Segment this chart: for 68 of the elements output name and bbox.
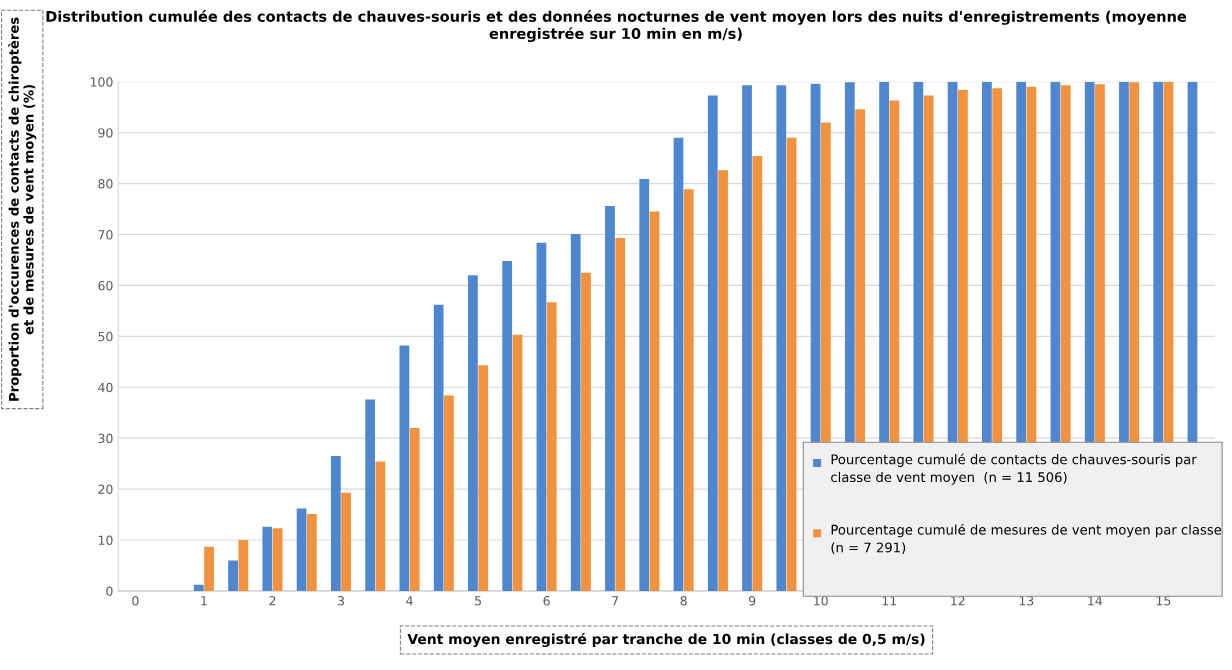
bar [272, 528, 283, 591]
bar [536, 242, 547, 591]
bar [399, 345, 410, 591]
x-tick-label: 9 [748, 596, 756, 606]
bar [468, 275, 478, 591]
bar [502, 260, 513, 591]
bar [204, 546, 214, 591]
y-axis-title: Proportion d'occurences de contacts de chiroptères et de mesures de vent moyen (%) [8, 17, 37, 401]
y-tick-label: 80 [98, 179, 113, 189]
bar [193, 584, 204, 591]
x-tick-label: 8 [680, 596, 687, 606]
bar [776, 85, 787, 591]
y-tick-label: 50 [98, 331, 113, 342]
bar [433, 304, 444, 591]
x-tick-label: 6 [543, 596, 550, 606]
y-tick-label: 10 [98, 535, 113, 545]
y-tick-label: 90 [98, 128, 113, 138]
bar [546, 302, 557, 591]
y-tick-label: 40 [98, 382, 113, 393]
bar [683, 189, 694, 591]
bar [605, 205, 615, 591]
x-tick-label: 3 [337, 596, 344, 606]
x-tick-label: 1 [201, 596, 207, 606]
bar [365, 399, 375, 591]
x-tick-label: 11 [882, 596, 897, 606]
bar [786, 137, 797, 591]
y-tick-label: 100 [90, 77, 113, 87]
x-tick-label: 13 [1019, 596, 1034, 606]
y-tick-label: 60 [98, 280, 113, 291]
bar [375, 461, 386, 591]
bar [409, 428, 420, 591]
x-tick-label: 15 [1156, 596, 1171, 606]
bar [228, 560, 238, 591]
bar [649, 211, 660, 591]
x-tick-label: 0 [132, 596, 139, 606]
bar [742, 85, 752, 591]
bar [330, 456, 341, 591]
bar [238, 540, 249, 591]
x-tick-label: 14 [1088, 596, 1103, 606]
bar [306, 514, 317, 591]
bar [707, 95, 718, 591]
bar [581, 272, 591, 591]
x-tick-label: 10 [814, 596, 828, 606]
bar [512, 334, 523, 591]
bar [262, 526, 273, 591]
x-tick-label: 5 [475, 596, 481, 606]
bar [444, 395, 454, 591]
legend-label: Pourcentage cumulé de mesures de vent moyen par classe (n = 7 291) [831, 523, 1222, 555]
bar [673, 137, 684, 591]
y-tick-label: 70 [98, 229, 113, 240]
x-tick-label: 2 [269, 596, 276, 606]
x-tick-label: 7 [612, 596, 619, 606]
bar [296, 508, 307, 591]
bar [570, 233, 581, 591]
y-tick-label: 0 [106, 586, 113, 596]
bar [718, 170, 728, 591]
chart-title: Distribution cumulée des contacts de chauves-souris et des données nocturnes de vent moyen lors des nuits d'enregistrements (moyenne enregistrée sur 10 min en m/s) [46, 10, 1187, 43]
x-tick-label: 4 [406, 596, 413, 606]
x-tick-label: 12 [951, 596, 965, 606]
bar [615, 238, 626, 591]
y-tick-label: 30 [98, 433, 113, 444]
legend-label: Pourcentage cumulé de contacts de chauves-souris par classe de vent moyen (n = 11 506) [831, 453, 1197, 485]
bar [752, 156, 763, 591]
bar [639, 179, 650, 591]
x-axis-title: Vent moyen enregistré par tranche de 10 min (classes de 0,5 m/s) [407, 632, 925, 647]
bar [478, 365, 489, 591]
y-tick-label: 20 [98, 484, 113, 495]
bar [341, 492, 352, 591]
